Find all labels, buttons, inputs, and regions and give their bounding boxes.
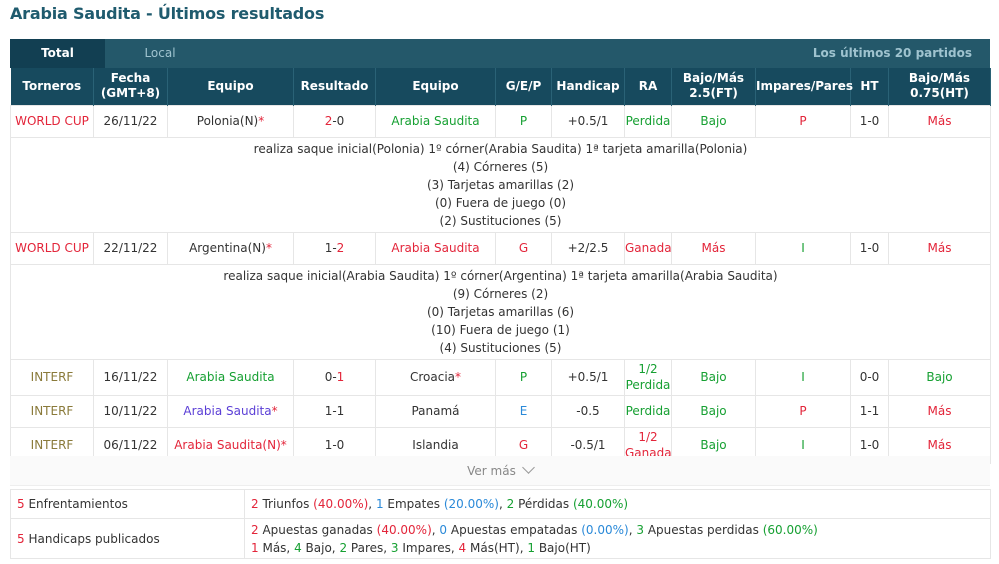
gep-value: E	[495, 394, 552, 428]
match-date: 16/11/22	[93, 358, 168, 396]
header-handicap: Handicap	[551, 68, 625, 105]
header-tournament: Torneros	[10, 68, 94, 105]
summary-value: 2 Apuestas ganadas (40.00%), 0 Apuestas …	[244, 518, 991, 559]
summary-row-handicaps: 5 Handicaps publicados 2 Apuestas ganada…	[10, 518, 991, 559]
ra-value: Ganada	[624, 231, 672, 265]
ou-ft-value: Bajo	[671, 104, 756, 138]
handicap-value: +0.5/1	[551, 358, 625, 396]
header-ra: RA	[624, 68, 672, 105]
tournament[interactable]: INTERF	[10, 358, 94, 396]
tournament[interactable]: WORLD CUP	[10, 104, 94, 138]
away-team[interactable]: Panamá	[375, 394, 496, 428]
tab-total[interactable]: Total	[10, 39, 105, 68]
details-line: (3) Tarjetas amarillas (2)	[426, 177, 575, 192]
odd-even-value: I	[755, 231, 851, 265]
ver-mas-label: Ver más	[467, 464, 516, 478]
ou-ht-value: Más	[888, 394, 991, 428]
match-date: 26/11/22	[93, 104, 168, 138]
match-score[interactable]: 0-1	[293, 358, 376, 396]
handicap-value: -0.5	[551, 394, 625, 428]
summary-label: 5 Enfrentamientos	[10, 489, 245, 519]
tab-bar: Total Local Los últimos 20 partidos	[10, 39, 990, 68]
chevron-down-icon	[521, 461, 535, 474]
handicap-value: +2/2.5	[551, 231, 625, 265]
match-details-row: realiza saque inicial(Polonia) 1º córner…	[10, 136, 991, 233]
match-score[interactable]: 2-0	[293, 104, 376, 138]
details-line: (4) Sustituciones (5)	[439, 340, 562, 355]
gep-value: P	[495, 358, 552, 396]
match-score[interactable]: 1-2	[293, 231, 376, 265]
ht-score: 0-0	[850, 358, 889, 396]
table-row[interactable]: INTERF 16/11/22 Arabia Saudita 0-1 Croac…	[10, 358, 991, 396]
match-details: realiza saque inicial(Polonia) 1º córner…	[10, 136, 991, 233]
table-row[interactable]: WORLD CUP 26/11/22 Polonia(N)* 2-0 Arabi…	[10, 104, 991, 138]
tournament[interactable]: INTERF	[10, 394, 94, 428]
details-line: (0) Tarjetas amarillas (6)	[426, 304, 575, 319]
summary-value: 2 Triunfos (40.00%), 1 Empates (20.00%),…	[244, 489, 991, 519]
home-team[interactable]: Argentina(N)*	[167, 231, 294, 265]
match-details-row: realiza saque inicial(Arabia Saudita) 1º…	[10, 263, 991, 360]
details-line: (0) Fuera de juego (0)	[434, 195, 567, 210]
home-team[interactable]: Arabia Saudita*	[167, 394, 294, 428]
ou-ft-value: Bajo	[671, 394, 756, 428]
details-line: realiza saque inicial(Arabia Saudita) 1º…	[223, 268, 778, 283]
results-table: Torneros Fecha (GMT+8) Equipo Resultado E…	[10, 68, 991, 464]
gep-value: G	[495, 231, 552, 265]
tab-local[interactable]: Local	[144, 46, 176, 60]
table-row[interactable]: INTERF 10/11/22 Arabia Saudita* 1-1 Pana…	[10, 394, 991, 428]
ou-ft-value: Bajo	[671, 358, 756, 396]
details-line: realiza saque inicial(Polonia) 1º córner…	[253, 141, 748, 156]
header-gep: G/E/P	[495, 68, 552, 105]
away-team[interactable]: Arabia Saudita	[375, 231, 496, 265]
ra-value: 1/2 Perdida	[624, 358, 672, 396]
header-ht: HT	[850, 68, 889, 105]
match-score[interactable]: 1-1	[293, 394, 376, 428]
match-date: 10/11/22	[93, 394, 168, 428]
home-team[interactable]: Polonia(N)*	[167, 104, 294, 138]
odd-even-value: P	[755, 394, 851, 428]
header-ou-ft: Bajo/Más 2.5(FT)	[671, 68, 756, 105]
ou-ft-value: Más	[671, 231, 756, 265]
ra-value: Perdida	[624, 104, 672, 138]
ver-mas-button[interactable]: Ver más	[10, 456, 990, 486]
header-result: Resultado	[293, 68, 376, 105]
ra-value: Perdida	[624, 394, 672, 428]
details-line: (10) Fuera de juego (1)	[431, 322, 570, 337]
ht-score: 1-1	[850, 394, 889, 428]
header-away-team: Equipo	[375, 68, 496, 105]
handicap-value: +0.5/1	[551, 104, 625, 138]
header-odd-even: Impares/Pares	[755, 68, 853, 105]
header-date: Fecha (GMT+8)	[93, 68, 168, 105]
table-row[interactable]: INTERF 06/11/22 Arabia Saudita(N)* 1-0 I…	[10, 426, 991, 464]
away-team[interactable]: Arabia Saudita	[375, 104, 496, 138]
last-20-matches-select[interactable]: Los últimos 20 partidos	[812, 46, 972, 60]
table-header-row: Torneros Fecha (GMT+8) Equipo Resultado E…	[10, 68, 991, 105]
match-details: realiza saque inicial(Arabia Saudita) 1º…	[10, 263, 991, 360]
ht-score: 1-0	[850, 231, 889, 265]
ou-ht-value: Más	[888, 231, 991, 265]
details-line: (4) Córneres (5)	[452, 159, 549, 174]
gep-value: P	[495, 104, 552, 138]
ht-score: 1-0	[850, 104, 889, 138]
summary-row-enfrentamientos: 5 Enfrentamientos 2 Triunfos (40.00%), 1…	[10, 489, 991, 519]
tournament[interactable]: WORLD CUP	[10, 231, 94, 265]
table-row[interactable]: WORLD CUP 22/11/22 Argentina(N)* 1-2 Ara…	[10, 231, 991, 265]
away-team[interactable]: Croacia*	[375, 358, 496, 396]
odd-even-value: P	[755, 104, 851, 138]
ou-ht-value: Más	[888, 104, 991, 138]
ou-ht-value: Bajo	[888, 358, 991, 396]
odd-even-value: I	[755, 358, 851, 396]
home-team[interactable]: Arabia Saudita	[167, 358, 294, 396]
summary-table: 5 Enfrentamientos 2 Triunfos (40.00%), 1…	[10, 489, 991, 559]
header-home-team: Equipo	[167, 68, 294, 105]
details-line: (9) Córneres (2)	[452, 286, 549, 301]
header-ou-ht: Bajo/Más 0.75(HT)	[888, 68, 991, 105]
match-date: 22/11/22	[93, 231, 168, 265]
summary-label: 5 Handicaps publicados	[10, 518, 245, 559]
details-line: (2) Sustituciones (5)	[439, 213, 562, 228]
page-title: Arabia Saudita - Últimos resultados	[10, 4, 325, 23]
